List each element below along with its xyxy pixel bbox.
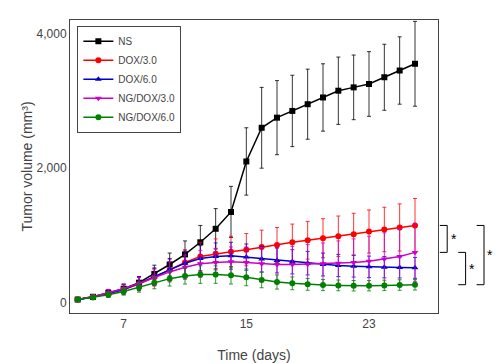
svg-text:*: * — [487, 247, 493, 263]
svg-text:7: 7 — [120, 317, 127, 331]
svg-text:NS: NS — [118, 36, 132, 47]
svg-text:23: 23 — [362, 317, 376, 331]
svg-text:*: * — [451, 231, 457, 247]
svg-text:DOX/3.0: DOX/3.0 — [118, 55, 157, 66]
svg-text:0: 0 — [60, 296, 67, 310]
svg-text:NG/DOX/3.0: NG/DOX/3.0 — [118, 93, 175, 104]
svg-text:4,000: 4,000 — [37, 27, 67, 41]
svg-text:*: * — [469, 261, 475, 277]
svg-text:15: 15 — [240, 317, 254, 331]
svg-text:Time (days): Time (days) — [217, 347, 290, 363]
svg-text:DOX/6.0: DOX/6.0 — [118, 74, 157, 85]
svg-text:2,000: 2,000 — [37, 161, 67, 175]
svg-text:Tumor volume (mm³): Tumor volume (mm³) — [19, 101, 35, 231]
svg-text:NG/DOX/6.0: NG/DOX/6.0 — [118, 112, 175, 123]
